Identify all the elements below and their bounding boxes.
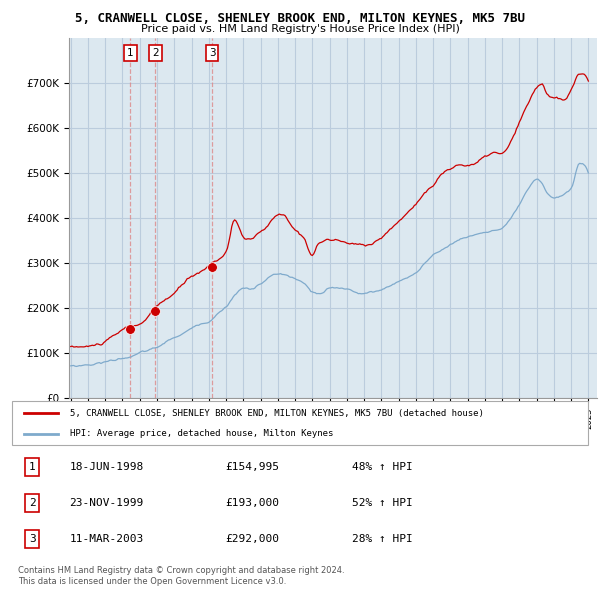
Text: £193,000: £193,000	[225, 498, 279, 508]
Text: Contains HM Land Registry data © Crown copyright and database right 2024.: Contains HM Land Registry data © Crown c…	[18, 566, 344, 575]
Text: 5, CRANWELL CLOSE, SHENLEY BROOK END, MILTON KEYNES, MK5 7BU: 5, CRANWELL CLOSE, SHENLEY BROOK END, MI…	[75, 12, 525, 25]
Text: 28% ↑ HPI: 28% ↑ HPI	[352, 534, 413, 544]
Text: £292,000: £292,000	[225, 534, 279, 544]
Text: 3: 3	[29, 534, 35, 544]
Text: 52% ↑ HPI: 52% ↑ HPI	[352, 498, 413, 508]
Text: 48% ↑ HPI: 48% ↑ HPI	[352, 462, 413, 472]
Text: £154,995: £154,995	[225, 462, 279, 472]
Text: 18-JUN-1998: 18-JUN-1998	[70, 462, 144, 472]
Text: 23-NOV-1999: 23-NOV-1999	[70, 498, 144, 508]
Text: 11-MAR-2003: 11-MAR-2003	[70, 534, 144, 544]
Text: 1: 1	[29, 462, 35, 472]
Text: 2: 2	[152, 48, 158, 58]
Text: 3: 3	[209, 48, 215, 58]
Text: HPI: Average price, detached house, Milton Keynes: HPI: Average price, detached house, Milt…	[70, 429, 333, 438]
Text: This data is licensed under the Open Government Licence v3.0.: This data is licensed under the Open Gov…	[18, 577, 286, 586]
Text: Price paid vs. HM Land Registry's House Price Index (HPI): Price paid vs. HM Land Registry's House …	[140, 24, 460, 34]
FancyBboxPatch shape	[12, 401, 588, 445]
Text: 5, CRANWELL CLOSE, SHENLEY BROOK END, MILTON KEYNES, MK5 7BU (detached house): 5, CRANWELL CLOSE, SHENLEY BROOK END, MI…	[70, 409, 484, 418]
Text: 1: 1	[127, 48, 134, 58]
Text: 2: 2	[29, 498, 35, 508]
